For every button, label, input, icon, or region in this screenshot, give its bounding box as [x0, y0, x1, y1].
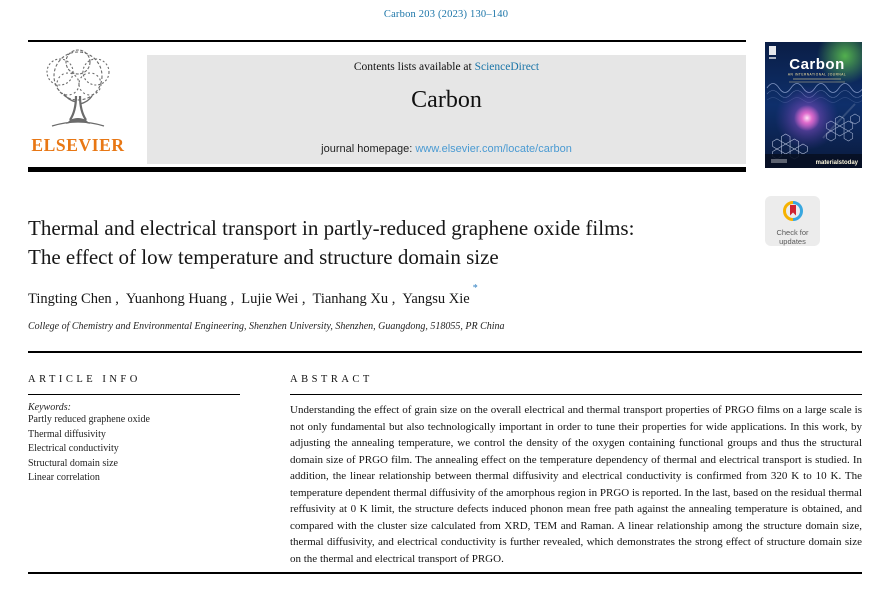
contents-line: Contents lists available at ScienceDirec… [353, 61, 540, 73]
homepage-line: journal homepage: www.elsevier.com/locat… [321, 143, 572, 155]
keywords-list: Partly reduced graphene oxide Thermal dif… [28, 413, 240, 486]
abstract-rule [290, 394, 862, 396]
keyword-item: Electrical conductivity [28, 443, 119, 455]
keyword-item: Thermal diffusivity [28, 428, 106, 440]
article-info-rule [28, 394, 240, 396]
keyword-item: Structural domain size [28, 457, 118, 469]
keyword-item: Partly reduced graphene oxide [28, 414, 150, 426]
abstract-section: ABSTRACT Understanding the effect of gra… [290, 374, 862, 567]
header-top-rule [28, 40, 746, 42]
author-name[interactable]: Yuanhong Huang [126, 291, 241, 307]
cover-journal-name: Carbon [789, 56, 845, 73]
elsevier-wordmark: ELSEVIER [31, 135, 125, 155]
cover-subtitle: AN INTERNATIONAL JOURNAL [788, 73, 846, 77]
crossmark-icon [782, 200, 804, 227]
elsevier-logo[interactable]: ELSEVIER [26, 46, 130, 165]
author-name[interactable]: Tingting Chen [28, 291, 126, 307]
author-name[interactable]: Yangsu Xie [402, 290, 470, 307]
header-bottom-rule [28, 167, 746, 172]
keywords-label: Keywords: [28, 402, 71, 414]
corresponding-author-marker[interactable]: * [472, 283, 478, 294]
article-info-heading: ARTICLE INFO [28, 374, 141, 385]
check-for-updates-badge[interactable]: Check for updates [765, 196, 820, 246]
author-name[interactable]: Tianhang Xu [312, 291, 402, 307]
article-title: Thermal and electrical transport in part… [28, 214, 768, 272]
title-line-1: Thermal and electrical transport in part… [28, 216, 635, 240]
homepage-link[interactable]: www.elsevier.com/locate/carbon [415, 143, 572, 155]
cover-brand: materialstoday [816, 160, 859, 166]
affiliation: College of Chemistry and Environmental E… [28, 321, 505, 332]
journal-title: Carbon [411, 87, 482, 113]
keyword-item: Linear correlation [28, 472, 100, 484]
article-info-section: ARTICLE INFO Keywords: Partly reduced gr… [28, 374, 240, 486]
journal-cover-image[interactable]: Carbon AN INTERNATIONAL JOURNAL material… [765, 28, 873, 168]
badge-label: Check for updates [776, 228, 809, 246]
author-list: Tingting ChenYuanhong HuangLujie WeiTian… [28, 283, 768, 308]
page-bottom-rule [28, 572, 862, 574]
section-divider-rule [28, 351, 862, 353]
journal-citation: Carbon 203 (2023) 130–140 [383, 9, 509, 20]
journal-banner: Contents lists available at ScienceDirec… [147, 55, 746, 164]
abstract-text: Understanding the effect of grain size o… [290, 404, 862, 565]
sciencedirect-link[interactable]: ScienceDirect [474, 61, 540, 73]
elsevier-tree-icon [30, 46, 126, 137]
author-name[interactable]: Lujie Wei [241, 291, 312, 307]
title-line-2: The effect of low temperature and struct… [28, 245, 499, 269]
abstract-heading: ABSTRACT [290, 374, 373, 385]
